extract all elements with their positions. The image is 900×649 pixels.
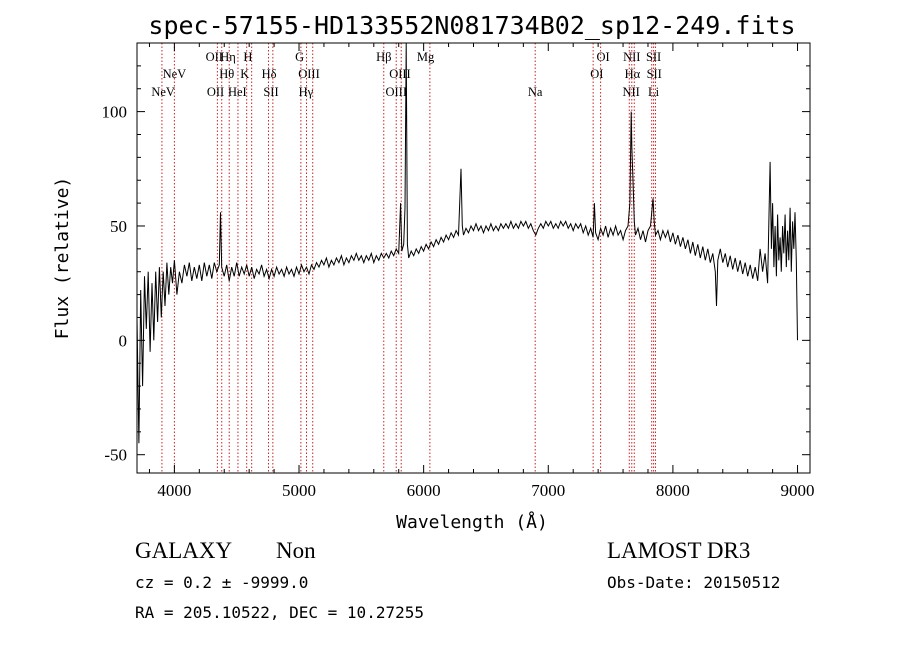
line-label-4: H (243, 50, 252, 64)
line-label-1: NeV (163, 67, 187, 81)
line-label-3: Hη (220, 50, 236, 64)
line-label-9: HeI (228, 85, 247, 99)
line-label-18: Na (528, 85, 543, 99)
line-label-25: NII (622, 85, 639, 99)
x-tick-label-1: 5000 (282, 481, 316, 500)
line-label-26: Li (648, 85, 660, 99)
radec-text: RA = 205.10522, DEC = 10.27255 (135, 603, 424, 622)
y-tick-label-0: -50 (104, 446, 127, 465)
line-label-24: SII (647, 67, 662, 81)
y-tick-label-1: 0 (119, 331, 128, 350)
line-label-15: Mg (417, 50, 435, 64)
subclass-label: Non (276, 538, 316, 563)
x-axis-label: Wavelength (Å) (396, 511, 548, 533)
x-tick-label-4: 8000 (656, 481, 690, 500)
x-tick-label-2: 6000 (407, 481, 441, 500)
line-label-22: SII (646, 50, 661, 64)
line-label-2: OII (206, 50, 223, 64)
line-label-20: OI (590, 67, 603, 81)
line-label-17: OIII (385, 85, 407, 99)
line-label-12: OIII (298, 67, 320, 81)
chart-title: spec-57155-HD133552N081734B02_sp12-249.f… (148, 11, 795, 40)
line-label-5: Hθ (219, 67, 234, 81)
x-axis-ticks: 4000 5000 6000 7000 8000 9000 (148, 43, 815, 500)
line-label-23: Hα (625, 67, 641, 81)
line-label-0: NeV (151, 85, 175, 99)
line-label-16: OIII (389, 67, 411, 81)
x-tick-label-3: 7000 (531, 481, 565, 500)
line-label-21: NII (623, 50, 640, 64)
line-label-11: G (295, 50, 304, 64)
line-label-14: Hβ (376, 50, 391, 64)
x-tick-label-0: 4000 (157, 481, 191, 500)
redshift-text: cz = 0.2 ± -9999.0 (135, 573, 309, 592)
spectrum-series-line (136, 42, 798, 444)
line-label-8: OII (207, 85, 224, 99)
survey-label: LAMOST DR3 (607, 538, 751, 563)
y-axis-ticks: -50 0 50 100 (102, 65, 810, 465)
x-tick-label-5: 9000 (781, 481, 815, 500)
obs-date-text: Obs-Date: 20150512 (607, 573, 781, 592)
y-tick-label-2: 50 (110, 217, 127, 236)
line-label-6: K (240, 67, 249, 81)
class-label: GALAXY (135, 538, 233, 563)
line-label-13: Hγ (299, 85, 314, 99)
line-label-10: SII (263, 85, 278, 99)
line-label-7: Hδ (262, 67, 277, 81)
line-label-19: OI (597, 50, 610, 64)
y-tick-label-3: 100 (102, 103, 128, 122)
y-axis-label: Flux (relative) (52, 177, 73, 340)
